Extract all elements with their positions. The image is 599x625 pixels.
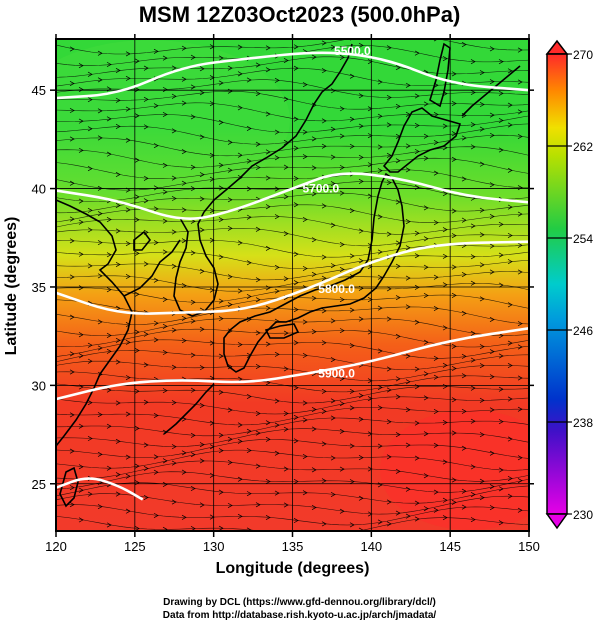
credits: Drawing by DCL (https://www.gfd-dennou.o… — [0, 596, 599, 622]
x-axis-ticks: 120 125 130 135 140 145 150 — [45, 34, 540, 554]
x-tick-label: 130 — [203, 539, 225, 554]
y-axis-label: Latitude (degrees) — [3, 216, 20, 356]
map-title: MSM 12Z03Oct2023 (500.0hPa) — [138, 2, 461, 27]
height-contours: 5500.0 5700.0 5800.0 5900.0 — [56, 44, 529, 501]
colorbar: 230 238 246 254 262 270 — [545, 39, 593, 530]
y-axis-ticks: 25 30 35 40 45 — [32, 83, 534, 492]
colorbar-extend-max — [545, 39, 569, 55]
x-tick-label: 145 — [439, 539, 461, 554]
colorbar-tick-label: 254 — [573, 232, 593, 246]
x-tick-label: 140 — [360, 539, 382, 554]
x-tick-label: 150 — [518, 539, 540, 554]
colorbar-tick-label: 270 — [573, 48, 593, 62]
contour-label: 5800.0 — [318, 282, 355, 296]
x-tick-label: 135 — [282, 539, 304, 554]
y-tick-label: 30 — [32, 378, 46, 393]
x-tick-label: 120 — [45, 539, 67, 554]
x-tick-label: 125 — [124, 539, 146, 554]
contour-line — [56, 327, 529, 401]
contour-label: 5500.0 — [334, 44, 371, 58]
contour-label: 5900.0 — [318, 367, 355, 381]
x-axis-label: Longitude (degrees) — [215, 560, 370, 577]
contour-line — [56, 477, 144, 501]
colorbar-extend-min — [545, 513, 569, 530]
colorbar-tick-label: 262 — [573, 140, 593, 154]
y-tick-label: 40 — [32, 182, 46, 197]
y-tick-label: 35 — [32, 280, 46, 295]
colorbar-tick-label: 238 — [573, 416, 593, 430]
y-tick-label: 25 — [32, 477, 46, 492]
y-tick-label: 45 — [32, 83, 46, 98]
coastlines — [56, 42, 521, 508]
contour-label: 5700.0 — [303, 182, 340, 196]
contour-line — [56, 51, 529, 100]
contour-line — [56, 172, 529, 220]
contour-line — [56, 240, 529, 315]
colorbar-scale — [546, 53, 568, 515]
credit-drawing: Drawing by DCL (https://www.gfd-dennou.o… — [163, 597, 436, 608]
colorbar-tick-label: 246 — [573, 324, 593, 338]
credit-data: Data from http://database.rish.kyoto-u.a… — [162, 610, 437, 621]
colorbar-tick-label: 230 — [573, 508, 593, 522]
